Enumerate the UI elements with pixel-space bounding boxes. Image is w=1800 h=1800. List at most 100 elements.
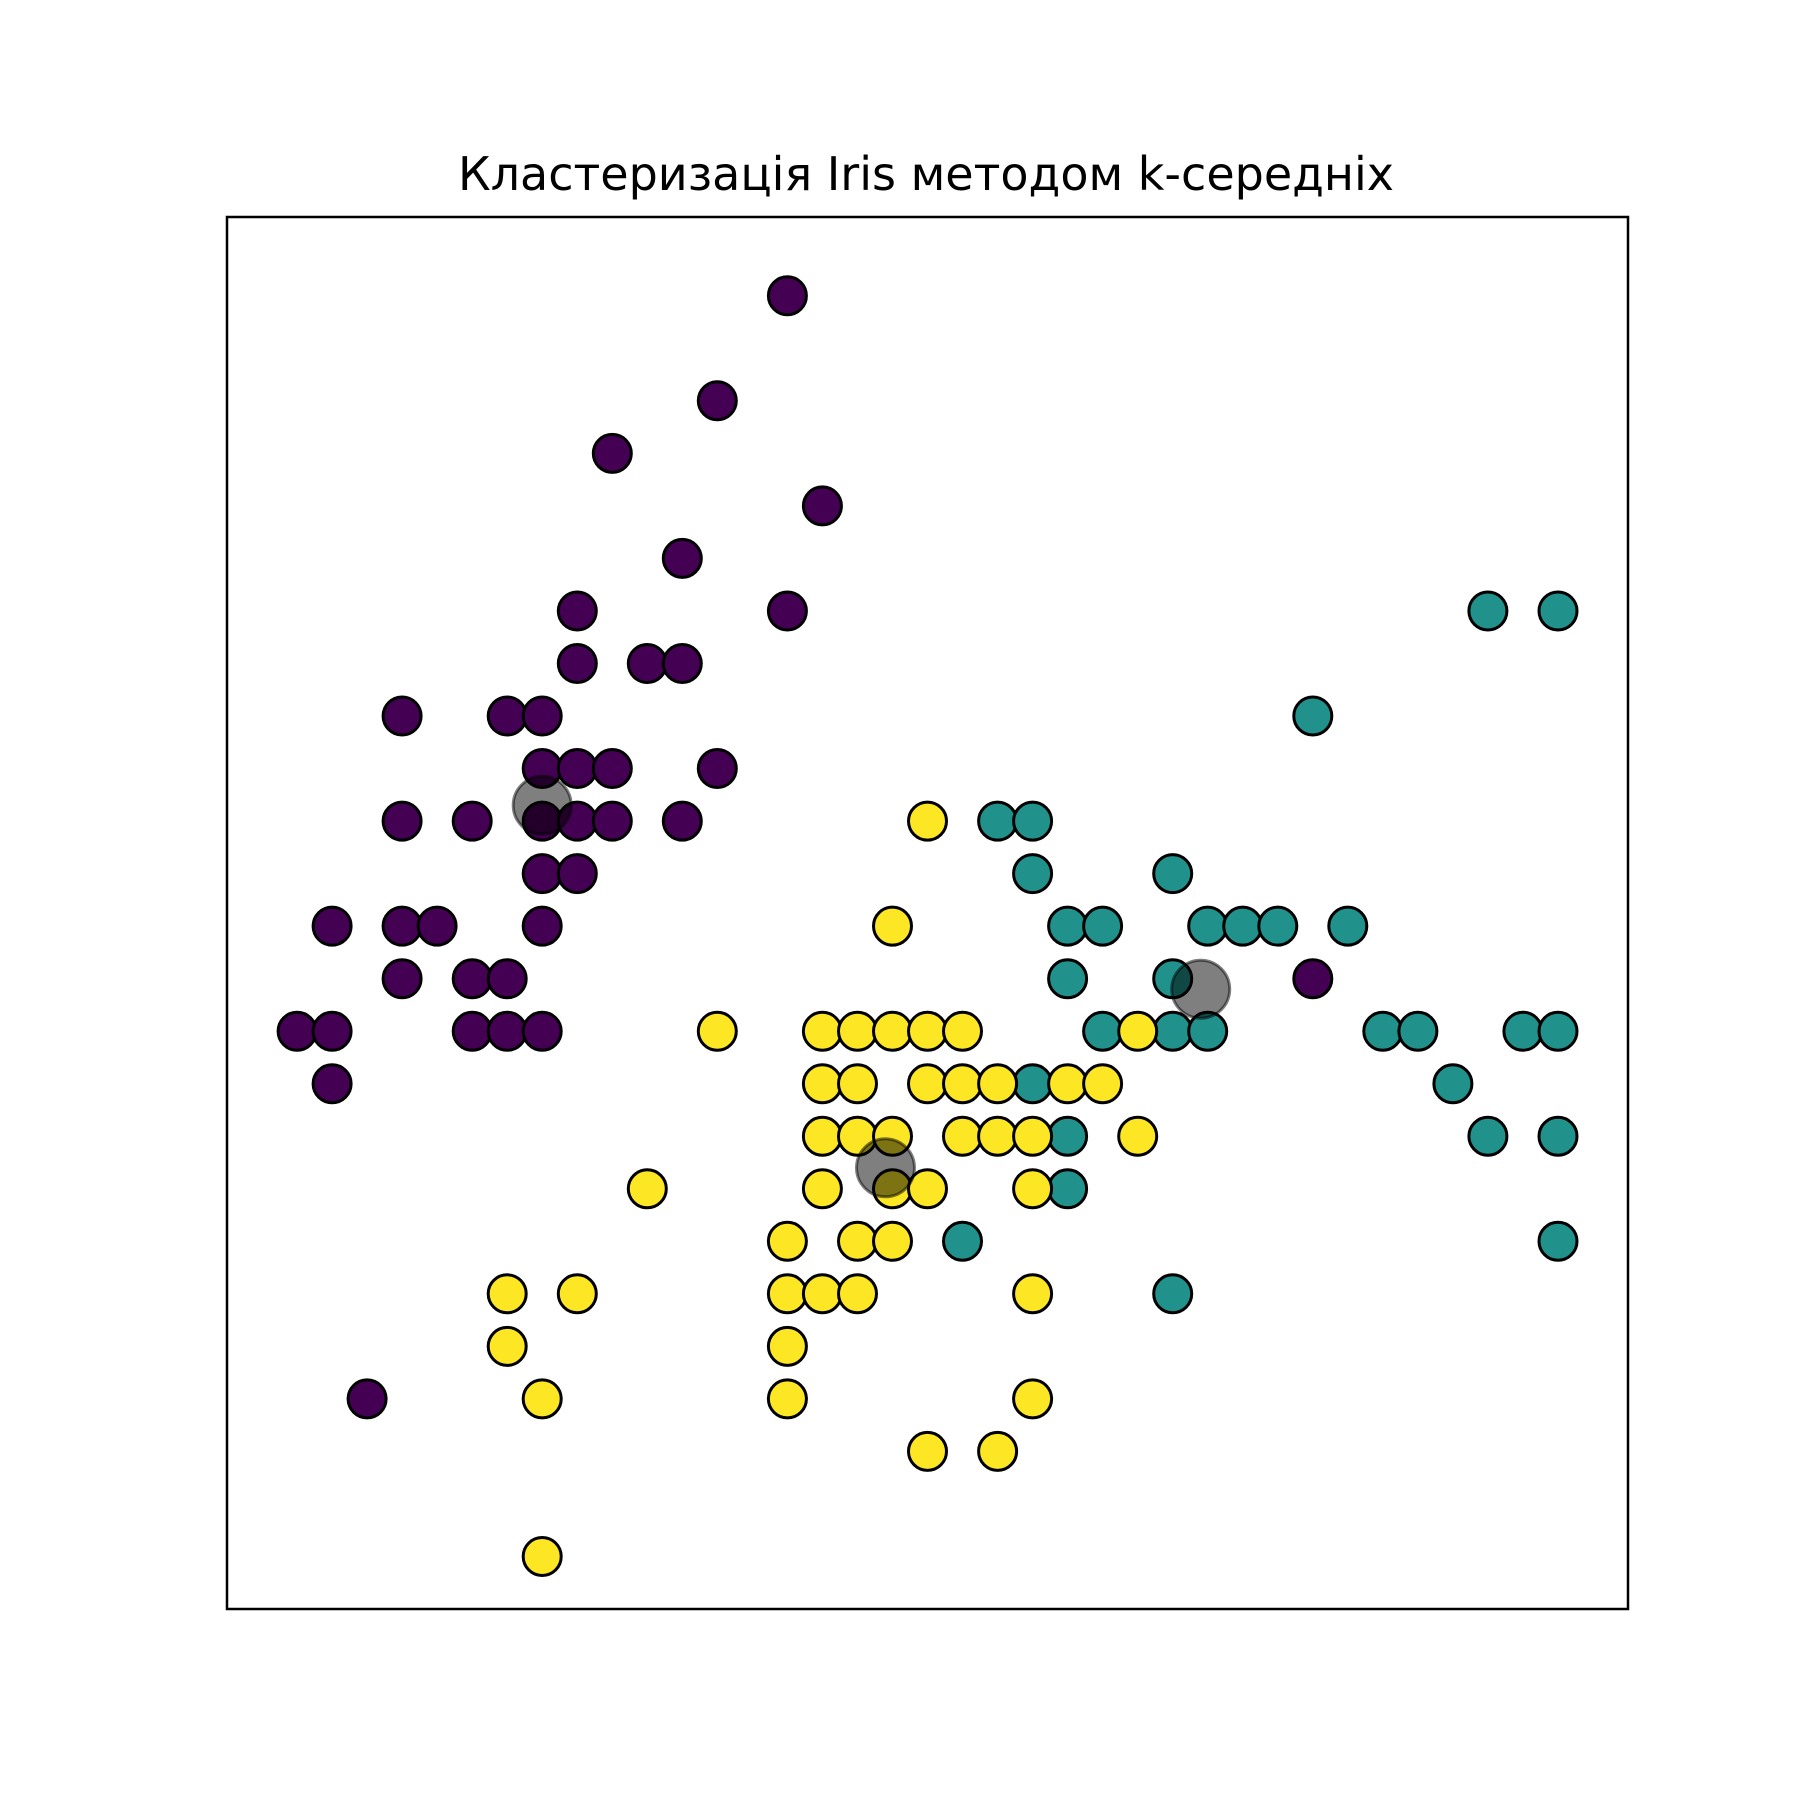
centroid-0 — [511, 774, 573, 836]
data-point-cluster-0 — [556, 748, 598, 789]
data-point-cluster-2 — [837, 1220, 878, 1262]
data-point-cluster-0 — [451, 958, 493, 1000]
data-point-cluster-1 — [1082, 1010, 1124, 1052]
data-point-cluster-2 — [942, 1063, 983, 1105]
data-point-cluster-2 — [1082, 1063, 1124, 1105]
data-point-cluster-0 — [521, 1010, 563, 1052]
data-point-cluster-0 — [486, 695, 528, 737]
data-point-cluster-0 — [521, 905, 563, 947]
data-point-cluster-2 — [801, 1115, 843, 1157]
data-point-cluster-0 — [451, 1010, 493, 1052]
data-point-cluster-2 — [766, 1378, 808, 1420]
data-point-cluster-1 — [1292, 695, 1334, 737]
data-point-cluster-0 — [521, 853, 563, 895]
data-point-cluster-2 — [696, 1010, 738, 1052]
data-point-cluster-1 — [1012, 853, 1054, 895]
data-point-cluster-2 — [837, 1063, 878, 1105]
data-point-cluster-2 — [872, 905, 913, 947]
data-point-cluster-0 — [1292, 958, 1334, 1000]
data-point-cluster-1 — [1537, 590, 1579, 632]
data-point-cluster-1 — [1047, 905, 1089, 947]
data-point-cluster-0 — [661, 643, 703, 684]
data-point-cluster-2 — [977, 1430, 1019, 1472]
data-point-cluster-0 — [766, 275, 808, 317]
data-point-cluster-0 — [381, 800, 423, 842]
data-point-cluster-2 — [521, 1378, 563, 1420]
data-point-cluster-0 — [801, 485, 843, 527]
data-point-cluster-2 — [977, 1115, 1019, 1157]
data-point-cluster-2 — [801, 1168, 843, 1210]
data-point-cluster-0 — [346, 1378, 388, 1420]
data-point-cluster-2 — [1012, 1168, 1054, 1210]
data-point-cluster-1 — [1432, 1063, 1474, 1105]
data-point-cluster-2 — [766, 1220, 808, 1262]
data-point-cluster-2 — [872, 1220, 913, 1262]
data-point-cluster-2 — [872, 1010, 913, 1052]
data-point-cluster-0 — [486, 958, 528, 1000]
data-point-cluster-2 — [907, 1430, 948, 1472]
data-point-cluster-2 — [1012, 1273, 1054, 1315]
data-point-cluster-2 — [907, 1168, 948, 1210]
data-point-cluster-0 — [556, 643, 598, 684]
data-point-cluster-0 — [311, 1010, 353, 1052]
data-point-cluster-1 — [977, 800, 1019, 842]
data-point-cluster-2 — [942, 1010, 983, 1052]
data-point-cluster-1 — [1012, 800, 1054, 842]
data-point-cluster-0 — [381, 958, 423, 1000]
data-point-cluster-2 — [1012, 1115, 1054, 1157]
data-point-cluster-0 — [521, 695, 563, 737]
data-point-cluster-1 — [1047, 1168, 1089, 1210]
chart-title: Кластеризація Iris методом k-середніх — [458, 147, 1394, 201]
data-point-cluster-2 — [1047, 1063, 1089, 1105]
data-point-cluster-1 — [1257, 905, 1299, 947]
data-point-cluster-0 — [276, 1010, 318, 1052]
data-point-cluster-1 — [1082, 905, 1124, 947]
plot-frame — [225, 215, 1630, 1611]
data-point-cluster-2 — [626, 1168, 668, 1210]
data-point-cluster-2 — [486, 1325, 528, 1367]
data-point-cluster-1 — [1222, 905, 1264, 947]
data-point-cluster-0 — [766, 590, 808, 632]
data-point-cluster-2 — [1117, 1010, 1159, 1052]
data-point-cluster-0 — [696, 748, 738, 789]
data-point-cluster-0 — [381, 905, 423, 947]
data-point-cluster-1 — [1047, 1115, 1089, 1157]
data-point-cluster-0 — [626, 643, 668, 684]
data-point-cluster-1 — [1537, 1220, 1579, 1262]
data-point-cluster-0 — [486, 1010, 528, 1052]
data-point-cluster-0 — [381, 695, 423, 737]
data-point-cluster-0 — [696, 380, 738, 422]
data-point-cluster-0 — [591, 432, 633, 474]
centroids-layer — [511, 774, 1232, 1199]
data-point-cluster-1 — [1152, 853, 1194, 895]
data-point-cluster-1 — [1537, 1115, 1579, 1157]
data-point-cluster-0 — [661, 537, 703, 579]
data-point-cluster-2 — [801, 1273, 843, 1315]
data-point-cluster-0 — [311, 1063, 353, 1105]
data-point-cluster-0 — [591, 748, 633, 789]
points-layer — [276, 275, 1579, 1577]
data-point-cluster-0 — [311, 905, 353, 947]
data-point-cluster-0 — [556, 590, 598, 632]
data-point-cluster-0 — [451, 800, 493, 842]
data-point-cluster-1 — [1187, 905, 1229, 947]
data-point-cluster-1 — [1327, 905, 1369, 947]
data-point-cluster-1 — [1397, 1010, 1439, 1052]
data-point-cluster-1 — [1152, 1273, 1194, 1315]
data-point-cluster-2 — [1117, 1115, 1159, 1157]
data-point-cluster-2 — [907, 1063, 948, 1105]
data-point-cluster-1 — [1467, 590, 1509, 632]
centroid-2 — [855, 1137, 916, 1199]
data-point-cluster-0 — [661, 800, 703, 842]
data-point-cluster-1 — [1537, 1010, 1579, 1052]
data-point-cluster-1 — [1467, 1115, 1509, 1157]
data-point-cluster-2 — [556, 1273, 598, 1315]
data-point-cluster-1 — [1152, 1010, 1194, 1052]
centroid-1 — [1170, 958, 1232, 1020]
data-point-cluster-2 — [766, 1325, 808, 1367]
data-point-cluster-2 — [1012, 1378, 1054, 1420]
data-point-cluster-1 — [1362, 1010, 1404, 1052]
data-point-cluster-2 — [977, 1063, 1019, 1105]
data-point-cluster-2 — [766, 1273, 808, 1315]
